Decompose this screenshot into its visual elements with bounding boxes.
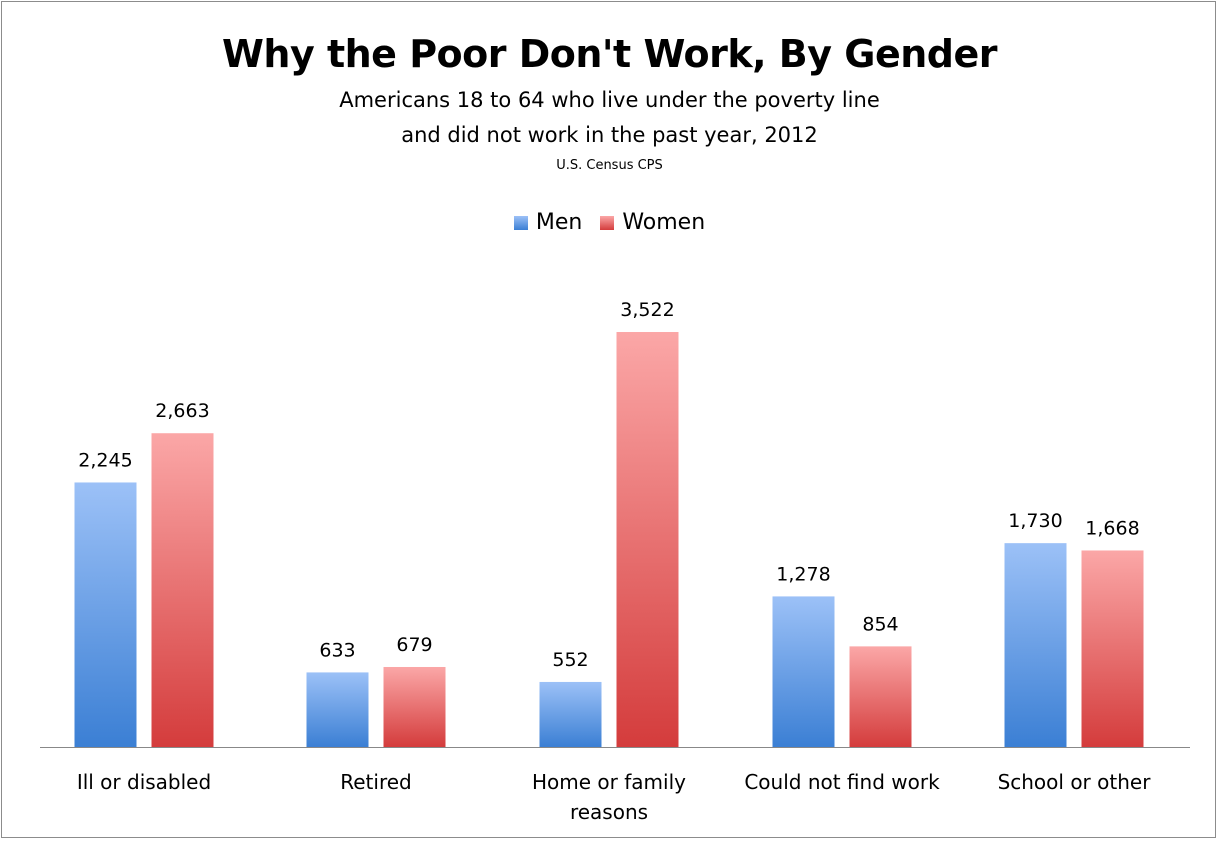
category-label-3: Could not find work (744, 770, 940, 794)
category-label-4: School or other (998, 770, 1152, 794)
legend-label-men: Men (535, 210, 583, 235)
data-label-women-2: 3,522 (620, 299, 674, 321)
bar-men-0 (74, 482, 137, 747)
bar-women-2 (616, 332, 679, 747)
data-label-women-3: 854 (862, 613, 898, 635)
bar-women-3 (849, 646, 912, 747)
data-label-women-0: 2,663 (155, 400, 209, 422)
data-label-men-1: 633 (319, 639, 355, 661)
bar-men-2 (539, 681, 602, 747)
data-label-men-4: 1,730 (1008, 510, 1062, 532)
legend-swatch-women (600, 215, 615, 230)
data-label-men-0: 2,245 (78, 449, 132, 471)
bar-men-1 (306, 672, 369, 747)
legend-label-women: Women (622, 210, 706, 235)
chart-source: U.S. Census CPS (556, 158, 663, 173)
legend-item-women: Women (600, 210, 705, 235)
category-label-1: Retired (340, 770, 411, 794)
bar-women-0 (151, 433, 214, 747)
data-label-men-3: 1,278 (776, 563, 830, 585)
chart-legend: Men Women (0, 210, 1219, 235)
category-label-2: Home or family reasons (532, 770, 686, 824)
legend-item-men: Men (513, 210, 583, 235)
legend-swatch-men (513, 215, 528, 230)
bar-men-3 (772, 596, 835, 747)
bar-women-1 (383, 666, 446, 747)
category-label-0: Ill or disabled (77, 770, 211, 794)
bar-women-4 (1081, 550, 1144, 747)
chart-subtitle-line1: Americans 18 to 64 who live under the po… (339, 88, 880, 112)
bar-men-4 (1004, 543, 1067, 747)
data-label-men-2: 552 (552, 649, 588, 671)
data-label-women-1: 679 (396, 634, 432, 656)
chart-subtitle-line2: and did not work in the past year, 2012 (401, 123, 818, 147)
chart-title: Why the Poor Don't Work, By Gender (222, 32, 998, 76)
data-label-women-4: 1,668 (1085, 517, 1139, 539)
